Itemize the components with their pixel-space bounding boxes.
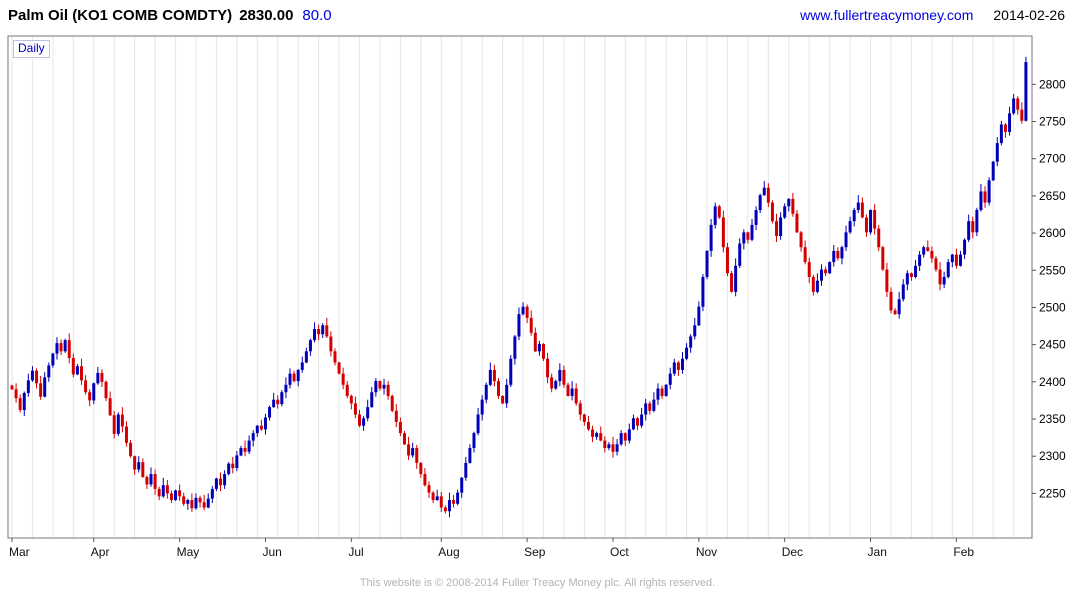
svg-text:2300: 2300 — [1039, 449, 1066, 463]
svg-text:2600: 2600 — [1039, 226, 1066, 240]
header-right: www.fullertreacymoney.com 2014-02-26 — [800, 7, 1065, 25]
interval-label: Daily — [13, 40, 50, 58]
svg-text:Jan: Jan — [868, 545, 887, 559]
svg-text:Nov: Nov — [696, 545, 717, 559]
price-chart: 2250 2300 2350 2400 2450 2500 2550 2600 2650 2700… — [7, 35, 1066, 559]
title-bar: Palm Oil (KO1 COMB COMDTY) 2830.00 80.0 ww… — [0, 0, 1075, 30]
svg-text:Aug: Aug — [438, 545, 459, 559]
price-change: 80.0 — [302, 7, 332, 24]
svg-text:Jul: Jul — [348, 545, 363, 559]
svg-text:Sep: Sep — [524, 545, 546, 559]
last-price: 2830.00 — [239, 7, 294, 24]
website-link[interactable]: www.fullertreacymoney.com — [800, 7, 974, 23]
svg-text:2500: 2500 — [1039, 300, 1066, 314]
svg-text:Jun: Jun — [262, 545, 281, 559]
svg-text:2750: 2750 — [1039, 115, 1066, 129]
svg-text:2400: 2400 — [1039, 375, 1066, 389]
svg-text:2550: 2550 — [1039, 263, 1066, 277]
chart-area: 2250 2300 2350 2400 2450 2500 2550 2600 2650 2700… — [0, 30, 1075, 570]
svg-text:Dec: Dec — [782, 545, 803, 559]
chart-title: Palm Oil (KO1 COMB COMDTY) — [8, 7, 233, 24]
title-group: Palm Oil (KO1 COMB COMDTY) 2830.00 80.0 — [8, 7, 332, 25]
svg-text:2250: 2250 — [1039, 486, 1066, 500]
copyright-footer: This website is © 2008-2014 Fuller Treac… — [359, 577, 716, 589]
svg-text:2700: 2700 — [1039, 152, 1066, 166]
svg-text:Oct: Oct — [610, 545, 629, 559]
svg-text:May: May — [177, 545, 200, 559]
svg-text:Mar: Mar — [9, 545, 30, 559]
svg-text:2350: 2350 — [1039, 412, 1066, 426]
svg-text:Feb: Feb — [953, 545, 974, 559]
svg-text:Apr: Apr — [91, 545, 110, 559]
svg-text:2800: 2800 — [1039, 77, 1066, 91]
svg-text:2650: 2650 — [1039, 189, 1066, 203]
svg-text:2450: 2450 — [1039, 338, 1066, 352]
chart-date: 2014-02-26 — [993, 7, 1065, 23]
